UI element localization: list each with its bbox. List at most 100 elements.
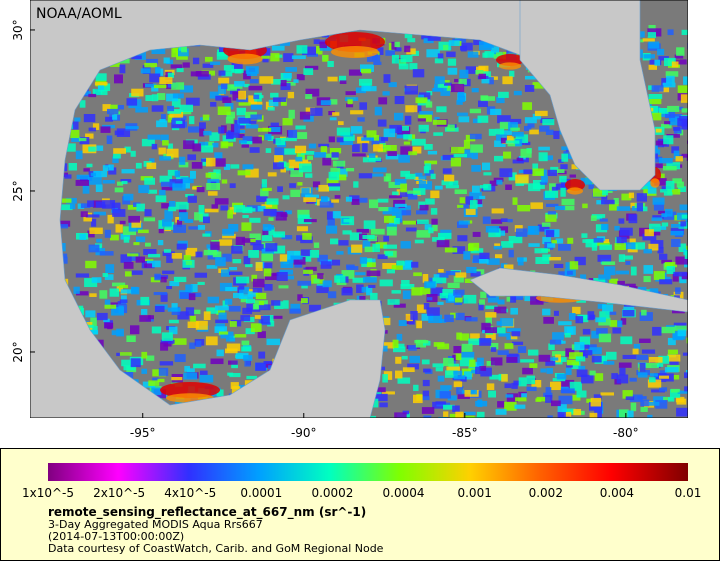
data-pixel xyxy=(513,90,522,96)
data-pixel xyxy=(121,359,134,367)
data-pixel xyxy=(372,167,387,173)
data-pixel xyxy=(430,208,438,215)
data-pixel xyxy=(221,179,228,184)
data-pixel xyxy=(524,85,535,92)
data-pixel xyxy=(673,271,687,277)
data-pixel xyxy=(223,65,235,72)
data-pixel xyxy=(515,228,528,237)
data-pixel xyxy=(385,50,395,56)
data-pixel xyxy=(667,29,674,36)
data-pixel xyxy=(386,226,397,236)
data-pixel xyxy=(457,235,468,242)
data-pixel xyxy=(426,297,433,301)
data-pixel xyxy=(246,124,259,129)
data-pixel xyxy=(555,206,566,210)
data-pixel xyxy=(628,192,635,199)
data-pixel xyxy=(446,124,455,131)
data-pixel xyxy=(400,183,408,193)
data-pixel xyxy=(210,241,220,251)
data-pixel xyxy=(475,400,488,407)
data-pixel xyxy=(218,77,230,84)
data-pixel xyxy=(91,218,97,227)
data-pixel xyxy=(144,62,157,68)
data-pixel xyxy=(684,372,688,379)
data-pixel xyxy=(188,293,196,301)
data-pixel xyxy=(283,137,297,142)
data-pixel xyxy=(220,141,229,149)
data-pixel xyxy=(674,325,687,331)
data-pixel xyxy=(176,243,187,250)
data-pixel xyxy=(621,193,632,201)
data-pixel xyxy=(75,180,90,186)
data-pixel xyxy=(545,190,559,198)
data-pixel xyxy=(514,404,526,409)
data-pixel xyxy=(313,278,320,284)
data-pixel xyxy=(469,108,481,114)
data-pixel xyxy=(117,105,124,110)
data-pixel xyxy=(550,229,560,238)
data-pixel xyxy=(430,287,444,296)
data-pixel xyxy=(343,218,352,223)
data-pixel xyxy=(120,254,132,263)
data-pixel xyxy=(603,239,609,243)
data-pixel xyxy=(432,88,442,92)
data-pixel xyxy=(587,311,595,321)
data-pixel xyxy=(545,395,553,403)
data-pixel xyxy=(383,342,395,349)
data-pixel xyxy=(161,203,171,209)
data-pixel xyxy=(648,64,657,70)
data-pixel xyxy=(596,200,605,205)
data-pixel xyxy=(478,100,488,107)
data-pixel xyxy=(288,109,295,119)
data-pixel xyxy=(387,299,400,305)
data-pixel xyxy=(171,303,178,312)
data-pixel xyxy=(643,265,653,274)
data-pixel xyxy=(96,238,103,243)
data-pixel xyxy=(506,393,519,403)
data-pixel xyxy=(472,118,482,124)
data-pixel xyxy=(300,249,312,257)
data-pixel xyxy=(683,76,688,85)
data-pixel xyxy=(666,162,681,170)
data-pixel xyxy=(527,225,540,233)
data-pixel xyxy=(486,258,500,265)
data-pixel xyxy=(377,198,389,203)
data-pixel xyxy=(443,411,449,417)
data-pixel xyxy=(231,386,241,395)
data-pixel xyxy=(329,148,342,154)
data-pixel xyxy=(297,294,303,301)
data-pixel xyxy=(490,343,499,350)
data-pixel xyxy=(667,349,678,355)
data-pixel xyxy=(327,218,335,226)
data-pixel xyxy=(454,297,463,303)
data-pixel xyxy=(366,262,376,268)
data-pixel xyxy=(477,115,489,123)
data-pixel xyxy=(524,117,537,124)
data-pixel xyxy=(396,343,405,349)
data-pixel xyxy=(459,357,474,367)
data-pixel xyxy=(458,116,470,123)
data-pixel xyxy=(261,249,274,255)
data-pixel xyxy=(411,261,419,268)
data-pixel xyxy=(479,41,492,50)
data-pixel xyxy=(657,48,665,56)
data-pixel xyxy=(681,153,688,158)
data-pixel xyxy=(547,415,553,418)
data-pixel xyxy=(249,79,259,84)
data-pixel xyxy=(599,218,608,222)
data-pixel xyxy=(439,318,447,323)
data-pixel xyxy=(179,156,186,165)
data-pixel xyxy=(182,180,190,189)
data-pixel xyxy=(130,358,141,368)
data-pixel xyxy=(371,173,384,177)
data-pixel xyxy=(684,251,688,259)
data-pixel xyxy=(651,217,663,221)
data-pixel xyxy=(517,257,524,266)
data-pixel xyxy=(375,393,388,402)
data-pixel xyxy=(391,41,397,50)
data-pixel xyxy=(192,143,201,152)
data-pixel xyxy=(336,127,351,136)
data-pixel xyxy=(609,320,618,327)
data-pixel xyxy=(589,370,596,376)
data-pixel xyxy=(606,351,617,360)
